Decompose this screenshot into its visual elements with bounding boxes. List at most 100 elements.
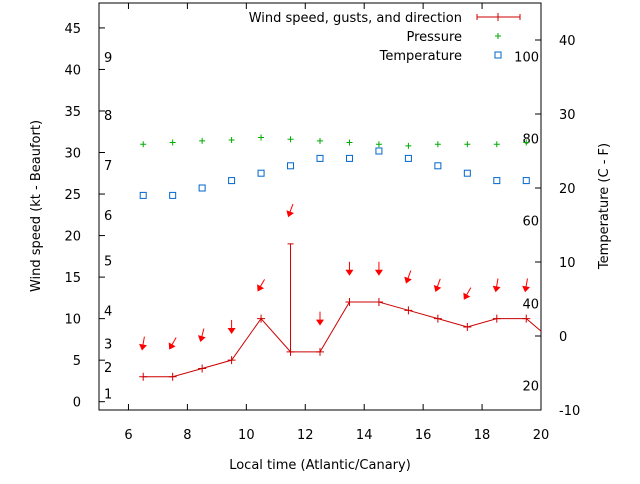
y2-tick-label: 40 — [559, 34, 576, 49]
y2-tick-label: 0 — [559, 330, 567, 345]
legend-swatch-temperature — [494, 51, 502, 59]
plot-area — [99, 3, 541, 410]
wind-direction-arrow — [404, 270, 412, 284]
legend-label: Temperature — [379, 49, 462, 64]
x-tick-label: 20 — [533, 428, 550, 443]
temperature-point — [169, 191, 177, 199]
y-tick-label: 20 — [64, 230, 81, 245]
pressure-point — [287, 136, 294, 143]
pressure-point — [375, 141, 382, 148]
pressure-point — [228, 137, 235, 144]
x-tick-label: 16 — [415, 428, 432, 443]
temperature-point — [287, 162, 295, 170]
wind-direction-arrow — [316, 311, 324, 326]
y2-tick-label: 30 — [559, 108, 576, 123]
beaufort-label: 2 — [104, 361, 112, 376]
x-tick-label: 6 — [124, 428, 132, 443]
pressure-point — [317, 137, 323, 144]
y-tick-label: 40 — [64, 63, 81, 78]
beaufort-label: 7 — [104, 159, 112, 174]
beaufort-label: 3 — [104, 338, 112, 353]
y-axis-title: Wind speed (kt - Beaufort) — [29, 120, 44, 292]
temperature-point — [404, 154, 412, 162]
wind-speed-point — [433, 314, 442, 323]
wind-direction-arrow — [286, 203, 294, 218]
temperature-point — [228, 177, 236, 185]
x-axis-title: Local time (Atlantic/Canary) — [229, 458, 411, 473]
y-tick-label: 45 — [64, 22, 81, 37]
beaufort-label: 8 — [104, 109, 112, 124]
wind-speed-point — [227, 356, 236, 365]
y-tick-label: 10 — [64, 313, 81, 328]
wind-direction-arrow — [463, 287, 472, 300]
fahrenheit-label: 100 — [514, 50, 539, 65]
beaufort-label: 1 — [104, 387, 112, 402]
wind-direction-arrow — [492, 278, 501, 293]
y2-tick-label: -10 — [559, 404, 580, 419]
wind-direction-arrow — [168, 337, 177, 350]
pressure-point — [434, 141, 441, 148]
pressure-point — [523, 139, 530, 146]
wind-speed-point — [168, 372, 177, 381]
wind-speed-point — [463, 322, 472, 331]
pressure-point — [346, 139, 353, 146]
pressure-point — [169, 139, 176, 146]
temperature-point — [493, 177, 501, 185]
temperature-point — [463, 169, 471, 177]
fahrenheit-label: 80 — [522, 132, 539, 147]
y2-tick-label: 10 — [559, 256, 576, 271]
x-tick-label: 8 — [183, 428, 191, 443]
legend-label: Wind speed, gusts, and direction — [249, 11, 462, 26]
plot-frame — [98, 2, 542, 411]
y-tick-label: 35 — [64, 105, 81, 120]
wind-speed-point — [316, 347, 324, 356]
beaufort-label: 6 — [104, 209, 112, 224]
temperature-point — [198, 184, 206, 192]
temperature-point — [375, 147, 383, 155]
wind-speed-point — [257, 314, 266, 323]
pressure-point — [464, 141, 471, 148]
wind-speed-point — [345, 298, 354, 307]
temperature-point — [434, 162, 442, 170]
legend-swatch-pressure — [495, 33, 501, 39]
fahrenheit-label: 40 — [522, 297, 539, 312]
wind-speed-point — [374, 298, 383, 307]
y-tick-label: 25 — [64, 188, 81, 203]
wind-direction-arrow — [198, 328, 206, 343]
pressure-point — [493, 141, 500, 148]
pressure-point — [405, 142, 412, 149]
pressure-point — [140, 141, 147, 148]
y-tick-label: 15 — [64, 271, 81, 286]
x-tick-label: 14 — [356, 428, 373, 443]
temperature-point — [345, 154, 353, 162]
x-tick-label: 18 — [474, 428, 491, 443]
temperature-point — [139, 191, 147, 199]
beaufort-label: 4 — [104, 304, 112, 319]
wind-direction-arrow — [374, 261, 383, 276]
x-tick-label: 12 — [297, 428, 314, 443]
y-tick-label: 30 — [64, 147, 81, 162]
legend-label: Pressure — [406, 30, 462, 45]
y2-axis-title: Temperature (C - F) — [597, 143, 612, 270]
wind-direction-arrow — [345, 261, 354, 276]
wind-direction-arrow — [257, 279, 265, 292]
y-tick-label: 0 — [73, 396, 81, 411]
pressure-point — [258, 134, 265, 141]
temperature-point — [522, 177, 530, 185]
beaufort-label: 9 — [104, 51, 112, 66]
wind-direction-arrow — [227, 319, 236, 334]
wind-direction-arrow — [522, 278, 531, 293]
temperature-point — [257, 169, 265, 177]
wind-speed-point — [198, 364, 207, 373]
wind-speed-point — [404, 306, 413, 315]
wind-direction-arrow — [433, 278, 442, 292]
beaufort-label: 5 — [104, 254, 112, 269]
wind-speed-point — [492, 314, 501, 323]
x-tick-label: 10 — [238, 428, 255, 443]
legend-swatch-wind-marks — [476, 13, 521, 21]
wind-direction-arrow — [139, 336, 147, 351]
wind-speed-point — [522, 314, 531, 323]
fahrenheit-label: 60 — [522, 215, 539, 230]
wind-speed-point — [139, 372, 148, 381]
